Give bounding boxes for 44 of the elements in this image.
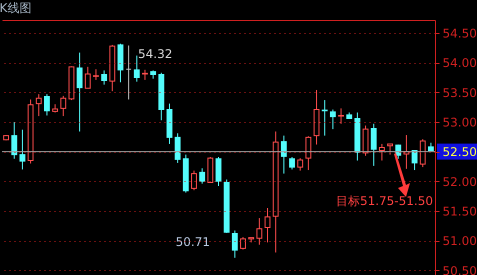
candlestick [387, 143, 393, 156]
candlestick [76, 52, 83, 132]
y-tick-label: 53.00 [442, 116, 477, 130]
annotation: 目标51.75-51.50 [336, 194, 433, 208]
candlestick [378, 143, 385, 162]
y-tick-label: 54.50 [442, 26, 477, 41]
candlestick [19, 129, 26, 170]
candlestick [280, 135, 287, 174]
candlestick [232, 230, 238, 258]
candlestick [370, 123, 377, 166]
candlestick [362, 125, 368, 156]
candlestick [142, 69, 148, 80]
candlestick [289, 156, 295, 170]
candlestick [256, 218, 262, 246]
chart-title: K线图 [0, 1, 32, 15]
candlestick [297, 158, 304, 172]
y-tick-label: 51.50 [442, 204, 477, 218]
annotation: 54.32 [138, 47, 172, 61]
candlestick [134, 55, 140, 82]
y-tick-label: 53.50 [442, 86, 477, 100]
candlestick [191, 170, 197, 191]
candlestick [322, 100, 328, 136]
candlestick [412, 150, 418, 171]
y-tick-label: 50.50 [442, 264, 477, 275]
y-tick-label: 52.00 [442, 174, 477, 189]
candlestick [330, 109, 336, 130]
candlestick [199, 168, 206, 184]
y-tick-label: 51.00 [442, 234, 477, 248]
candlestick [44, 94, 50, 116]
y-tick-label: 52.50 [442, 145, 477, 160]
candlestick [174, 132, 181, 164]
candlestick [264, 207, 270, 243]
candlestick [84, 66, 91, 89]
candlestick [240, 236, 246, 250]
candlestick [93, 68, 99, 80]
candlestick [216, 156, 222, 187]
candlestick [101, 70, 108, 86]
candlestick [60, 95, 66, 117]
candlestick [305, 136, 312, 171]
candlestick [36, 94, 42, 117]
candlestick [126, 45, 132, 100]
annotation: 50.71 [176, 235, 210, 249]
candlestick [338, 108, 344, 124]
y-tick-label: 54.00 [442, 56, 477, 70]
